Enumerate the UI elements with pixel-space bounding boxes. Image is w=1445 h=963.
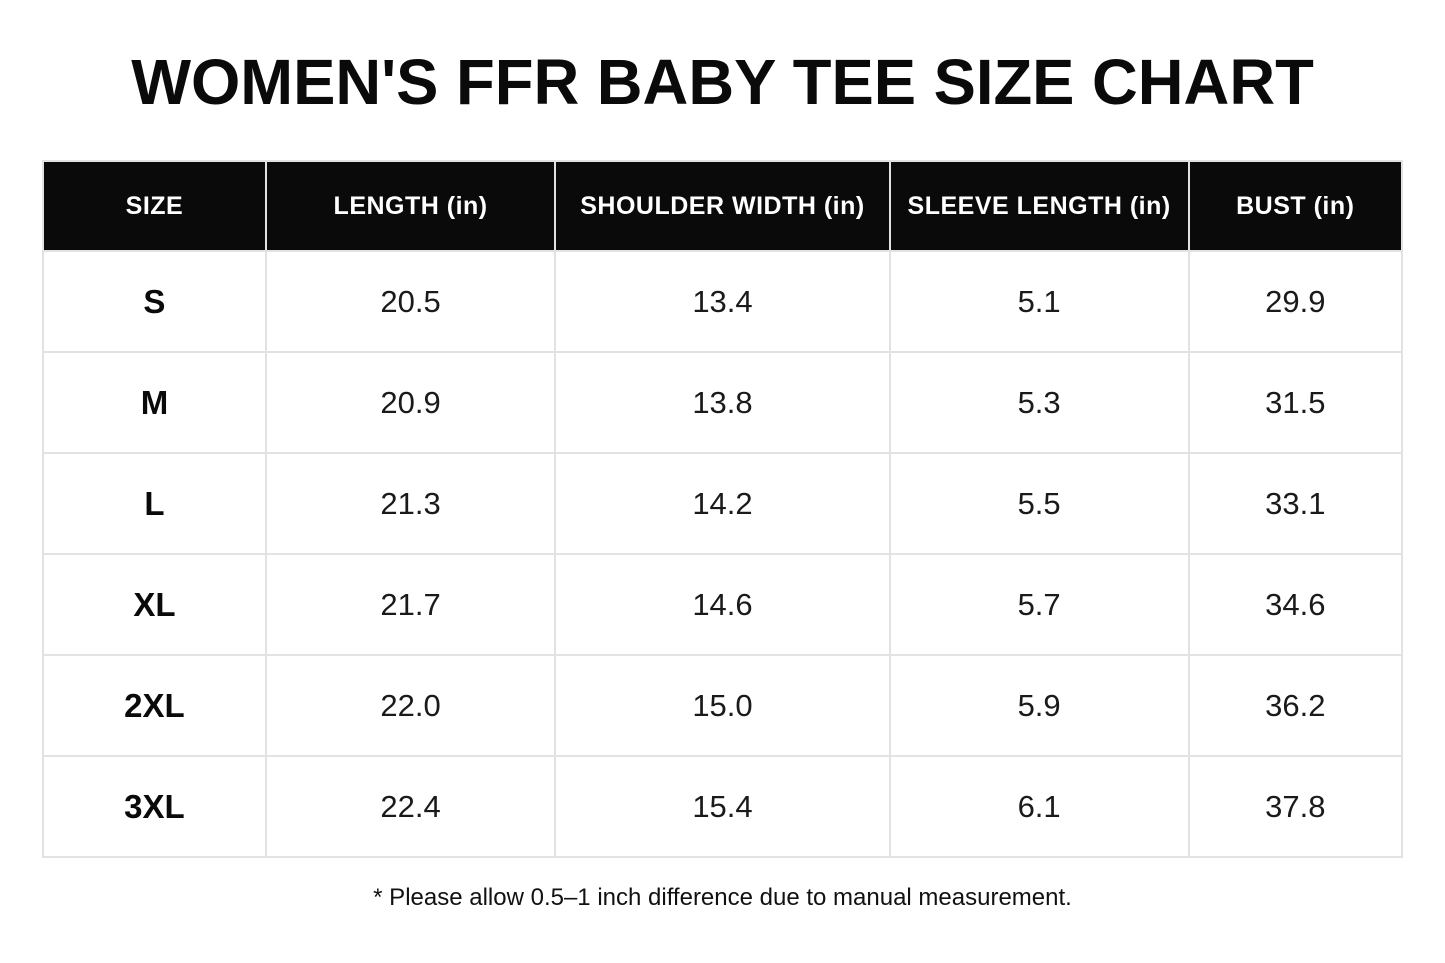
value-cell-bust: 29.9 xyxy=(1187,250,1404,353)
value-cell-length: 22.0 xyxy=(264,654,557,757)
header-cell-shoulder-width: SHOULDER WIDTH (in) xyxy=(554,160,891,252)
table-row: XL 21.7 14.6 5.7 34.6 xyxy=(42,553,1404,656)
size-cell: 2XL xyxy=(42,654,267,757)
size-cell: 3XL xyxy=(42,755,267,858)
value-cell-length: 21.3 xyxy=(264,452,557,555)
value-cell-length: 21.7 xyxy=(264,553,557,656)
value-cell-bust: 36.2 xyxy=(1187,654,1404,757)
value-cell-shoulder-width: 14.6 xyxy=(554,553,891,656)
value-cell-bust: 34.6 xyxy=(1187,553,1404,656)
value-cell-shoulder-width: 13.8 xyxy=(554,351,891,454)
header-cell-size: SIZE xyxy=(42,160,267,252)
header-cell-sleeve-length: SLEEVE LENGTH (in) xyxy=(888,160,1190,252)
size-cell: XL xyxy=(42,553,267,656)
table-row: L 21.3 14.2 5.5 33.1 xyxy=(42,452,1404,555)
value-cell-bust: 37.8 xyxy=(1187,755,1404,858)
value-cell-shoulder-width: 14.2 xyxy=(554,452,891,555)
value-cell-length: 20.5 xyxy=(264,250,557,353)
value-cell-shoulder-width: 13.4 xyxy=(554,250,891,353)
value-cell-sleeve-length: 5.1 xyxy=(888,250,1190,353)
table-row: 3XL 22.4 15.4 6.1 37.8 xyxy=(42,755,1404,858)
value-cell-sleeve-length: 5.9 xyxy=(888,654,1190,757)
value-cell-shoulder-width: 15.0 xyxy=(554,654,891,757)
size-table: SIZE LENGTH (in) SHOULDER WIDTH (in) SLE… xyxy=(42,160,1404,858)
value-cell-length: 20.9 xyxy=(264,351,557,454)
page-title: WOMEN'S FFR BABY TEE SIZE CHART xyxy=(131,46,1314,118)
value-cell-bust: 31.5 xyxy=(1187,351,1404,454)
value-cell-sleeve-length: 5.3 xyxy=(888,351,1190,454)
header-row: SIZE LENGTH (in) SHOULDER WIDTH (in) SLE… xyxy=(42,160,1404,252)
value-cell-sleeve-length: 6.1 xyxy=(888,755,1190,858)
size-cell: S xyxy=(42,250,267,353)
table-row: 2XL 22.0 15.0 5.9 36.2 xyxy=(42,654,1404,757)
value-cell-sleeve-length: 5.7 xyxy=(888,553,1190,656)
value-cell-sleeve-length: 5.5 xyxy=(888,452,1190,555)
header-cell-length: LENGTH (in) xyxy=(264,160,557,252)
table-row: M 20.9 13.8 5.3 31.5 xyxy=(42,351,1404,454)
header-cell-bust: BUST (in) xyxy=(1187,160,1404,252)
size-cell: L xyxy=(42,452,267,555)
table-row: S 20.5 13.4 5.1 29.9 xyxy=(42,250,1404,353)
size-cell: M xyxy=(42,351,267,454)
value-cell-bust: 33.1 xyxy=(1187,452,1404,555)
value-cell-shoulder-width: 15.4 xyxy=(554,755,891,858)
measurement-footnote: * Please allow 0.5–1 inch difference due… xyxy=(373,884,1072,911)
value-cell-length: 22.4 xyxy=(264,755,557,858)
